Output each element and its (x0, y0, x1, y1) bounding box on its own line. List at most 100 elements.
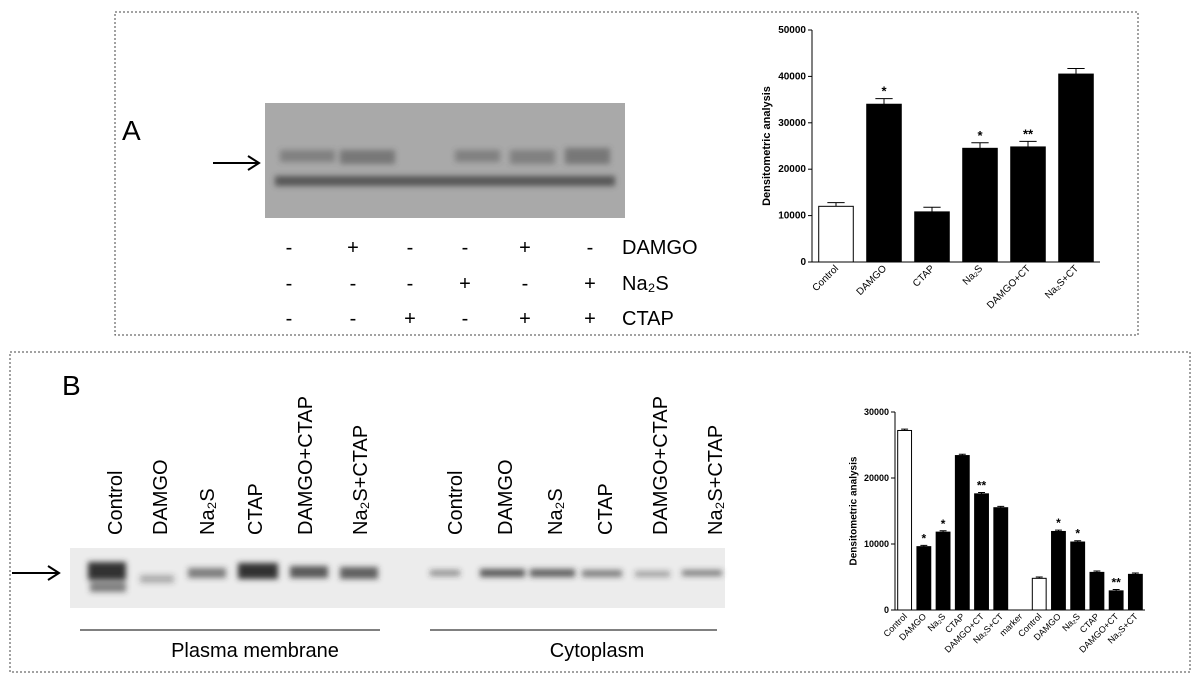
panel-label: B (62, 370, 81, 401)
y-tick-label: 10000 (864, 539, 889, 549)
bar (1010, 146, 1046, 263)
lane-sign: + (459, 273, 471, 295)
error-bar (1035, 576, 1043, 579)
error-bar (1112, 589, 1120, 591)
y-tick-label: 50000 (778, 25, 806, 36)
bar (916, 546, 932, 611)
lane-label: Na₂S+CTAP (705, 425, 727, 535)
error-bar (1055, 529, 1062, 532)
error-bar (827, 202, 845, 207)
lane-label: CTAP (245, 483, 267, 535)
error-bar (1093, 570, 1101, 573)
x-tick-label: Control (811, 263, 842, 294)
y-tick-label: 10000 (778, 211, 806, 222)
x-tick-label: DAMGO+CT (985, 263, 1033, 311)
lane-sign: - (286, 237, 293, 259)
bar (897, 429, 913, 611)
lane-label: DAMGO (495, 459, 517, 535)
error-bar (997, 505, 1005, 508)
error-bar (958, 453, 966, 456)
error-bar (1019, 140, 1037, 147)
blot-a (265, 103, 625, 218)
group-label: Cytoplasm (550, 640, 644, 662)
x-tick-label: Na₂S+CT (1043, 263, 1081, 301)
bar (818, 205, 854, 263)
lane-sign: - (286, 273, 293, 295)
lane-sign: - (350, 308, 357, 330)
error-bar (901, 428, 909, 431)
treatment-label: DAMGO (622, 237, 698, 259)
group-label: Plasma membrane (171, 640, 339, 662)
lane-label: DAMGO+CTAP (650, 396, 672, 535)
bar (914, 211, 950, 263)
y-tick-label: 40000 (778, 71, 806, 82)
bar (962, 147, 998, 263)
panel-label: A (122, 115, 141, 146)
significance: * (922, 531, 927, 545)
bar (954, 455, 970, 611)
blot-b (70, 548, 725, 608)
treatment-label: Na₂S (622, 273, 669, 295)
y-tick-label: 0 (884, 605, 889, 615)
significance: ** (1023, 126, 1034, 141)
lane-sign: + (347, 237, 359, 259)
error-bar (923, 206, 941, 212)
significance: ** (1111, 576, 1121, 590)
error-bar (875, 98, 893, 105)
x-tick-label: DAMGO (855, 263, 890, 298)
lane-label: DAMGO (150, 459, 172, 535)
lane-sign: + (584, 308, 596, 330)
panel-a-frame (114, 11, 1139, 336)
lane-sign: + (584, 273, 596, 295)
bar (1108, 590, 1124, 611)
y-axis-label: Densitometric analysis (761, 86, 773, 206)
bar (866, 103, 902, 263)
x-tick-label: Na₂S (961, 263, 986, 288)
error-bar (971, 142, 989, 149)
lane-sign: - (587, 237, 594, 259)
error-bar (1131, 572, 1139, 575)
lane-sign: - (407, 237, 414, 259)
significance: ** (977, 479, 987, 493)
bar (1089, 571, 1105, 611)
lane-label: CTAP (595, 483, 617, 535)
bar (993, 507, 1009, 611)
bar (1070, 541, 1086, 611)
arrow (12, 565, 61, 581)
error-bar (1067, 68, 1085, 75)
x-tick-label: CTAP (911, 263, 937, 289)
y-tick-label: 20000 (864, 473, 889, 483)
error-bar (1074, 540, 1082, 543)
lane-sign: - (462, 237, 469, 259)
y-axis-label: Densitometric analysis (849, 456, 860, 565)
panel-b-frame (9, 351, 1191, 673)
significance: * (881, 84, 887, 99)
treatment-label: CTAP (622, 308, 674, 330)
y-tick-label: 0 (800, 257, 806, 268)
bar (935, 531, 951, 611)
bar (1031, 577, 1047, 611)
significance: * (977, 128, 983, 143)
error-bar (939, 530, 947, 533)
lane-label: DAMGO+CTAP (295, 396, 317, 535)
significance: * (1056, 516, 1061, 530)
lane-sign: - (407, 273, 414, 295)
bar (1051, 530, 1066, 611)
error-bar (978, 492, 985, 494)
bar (1127, 573, 1143, 611)
error-bar (920, 544, 928, 547)
y-tick-label: 30000 (864, 407, 889, 417)
y-tick-label: 30000 (778, 118, 806, 129)
lane-label: Control (445, 471, 467, 535)
bar (974, 493, 989, 611)
lane-sign: - (462, 308, 469, 330)
lane-sign: - (350, 273, 357, 295)
lane-sign: - (522, 273, 529, 295)
arrow (213, 155, 261, 171)
y-tick-label: 20000 (778, 164, 806, 175)
lane-label: Na₂S (197, 488, 219, 535)
lane-sign: + (404, 308, 416, 330)
bar (1058, 73, 1094, 263)
lane-label: Control (105, 471, 127, 535)
